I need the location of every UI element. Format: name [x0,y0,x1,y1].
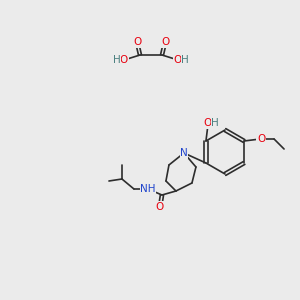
Text: O: O [204,118,212,128]
Text: O: O [156,202,164,212]
Text: H: H [181,55,189,65]
Text: O: O [133,37,141,47]
Text: O: O [174,55,182,65]
Text: H: H [211,118,219,128]
Text: O: O [120,55,128,65]
Text: NH: NH [140,184,156,194]
Text: O: O [257,134,265,144]
Text: H: H [113,55,121,65]
Text: N: N [180,148,188,158]
Text: O: O [161,37,169,47]
